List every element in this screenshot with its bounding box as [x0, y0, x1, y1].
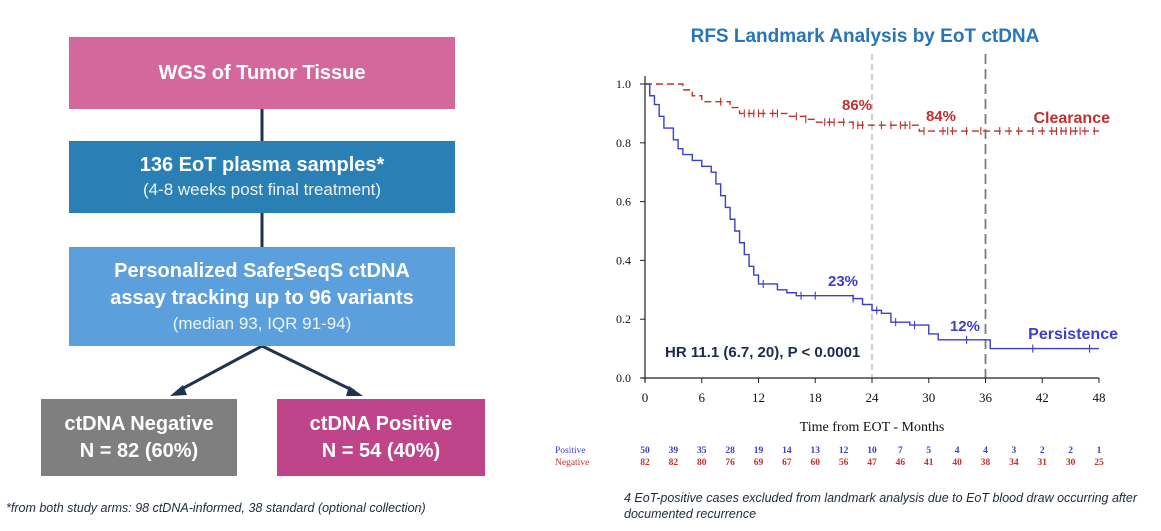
- x-tick-label: 48: [1093, 390, 1106, 405]
- risk-cell: 80: [697, 458, 707, 468]
- x-tick-label: 0: [642, 390, 649, 405]
- x-tick-label: 18: [809, 390, 822, 405]
- km-series: [645, 83, 1099, 353]
- risk-cell: 34: [1009, 458, 1019, 468]
- risk-cell: 2: [1068, 446, 1073, 456]
- assay-line2: assay tracking up to 96 variants: [110, 286, 414, 309]
- risk-cell: 38: [981, 458, 991, 468]
- series-line-persistence: [645, 83, 1099, 350]
- positive-title: ctDNA Positive: [309, 412, 453, 435]
- risk-cell: 46: [896, 458, 906, 468]
- risk-cell: 69: [754, 458, 764, 468]
- y-tick-label: 0.0: [616, 371, 631, 385]
- x-tick-label: 30: [922, 390, 935, 405]
- risk-cell: 14: [782, 446, 792, 456]
- risk-cell: 40: [952, 458, 962, 468]
- km-landmark-lines: [871, 54, 987, 378]
- risk-cell: 12: [839, 446, 849, 456]
- risk-cell: 76: [725, 458, 735, 468]
- risk-row-label-negative: Negative: [555, 458, 589, 468]
- risk-cell: 30: [1066, 458, 1076, 468]
- risk-cell: 5: [926, 446, 931, 456]
- chart-footnote: 4 EoT-positive cases excluded from landm…: [624, 491, 1137, 521]
- risk-cell: 7: [898, 446, 903, 456]
- risk-cell: 1: [1097, 446, 1102, 456]
- risk-table: Positive 50 39 35 28 19 14 13 12 10 7 5 4 4 3 2 2 1 Negati…: [555, 446, 1104, 468]
- negative-count: N = 82 (60%): [79, 439, 199, 462]
- arrow-to-negative: [177, 344, 263, 393]
- annotation-persistence-24: 23%: [828, 273, 858, 290]
- legend-clearance: Clearance: [1034, 110, 1111, 127]
- risk-cell: 10: [867, 446, 877, 456]
- assay-box: Personalized SaferSeqS ctDNA assay track…: [69, 247, 455, 346]
- risk-cell: 4: [983, 446, 988, 456]
- annotation-clearance-36: 84%: [926, 108, 956, 125]
- risk-cell: 60: [811, 458, 821, 468]
- arrowhead-negative: [170, 385, 187, 396]
- series-line-clearance: [645, 83, 1099, 132]
- km-axes: 0.0 0.2 0.4 0.6 0.8 1.0 0 6 12 18 24 30 36 42 48 Time f…: [616, 76, 1106, 435]
- y-tick-label: 0.4: [616, 253, 631, 267]
- risk-cell: 28: [725, 446, 735, 456]
- risk-cell: 47: [867, 458, 877, 468]
- annotation-persistence-36: 12%: [950, 318, 980, 335]
- risk-cell: 25: [1094, 458, 1104, 468]
- x-tick-label: 12: [752, 390, 765, 405]
- y-tick-label: 0.8: [616, 136, 631, 150]
- wgs-box: WGS of Tumor Tissue: [69, 37, 455, 109]
- risk-cell: 2: [1040, 446, 1045, 456]
- wgs-title: WGS of Tumor Tissue: [158, 62, 366, 84]
- y-tick-label: 0.6: [616, 195, 631, 209]
- eot-title: 136 EoT plasma samples*: [139, 154, 385, 176]
- legend-persistence: Persistence: [1028, 326, 1118, 343]
- risk-cell: 35: [697, 446, 707, 456]
- x-tick-label: 36: [979, 390, 993, 405]
- eot-samples-box: 136 EoT plasma samples* (4-8 weeks post …: [69, 141, 455, 213]
- x-axis-label: Time from EOT - Months: [800, 420, 945, 435]
- risk-cell: 39: [669, 446, 679, 456]
- risk-cell: 82: [669, 458, 679, 468]
- positive-count: N = 54 (40%): [321, 439, 441, 462]
- risk-cell: 56: [839, 458, 849, 468]
- risk-cell: 50: [640, 446, 650, 456]
- ctdna-positive-box: ctDNA Positive N = 54 (40%): [277, 399, 485, 476]
- y-tick-label: 0.2: [616, 312, 631, 326]
- risk-cell: 3: [1012, 446, 1017, 456]
- risk-cell: 19: [754, 446, 764, 456]
- risk-cell: 4: [955, 446, 960, 456]
- ctdna-negative-box: ctDNA Negative N = 82 (60%): [41, 399, 237, 476]
- arrow-to-positive: [261, 344, 355, 393]
- annotation-clearance-24: 86%: [842, 97, 872, 114]
- risk-cell: 67: [782, 458, 792, 468]
- x-tick-label: 24: [866, 390, 880, 405]
- negative-title: ctDNA Negative: [64, 412, 214, 435]
- risk-cell: 82: [640, 458, 650, 468]
- risk-cell: 41: [924, 458, 934, 468]
- flow-connectors: [170, 109, 363, 396]
- km-annotations: 86% 84% 23% 12% Clearance Persistence HR 11.1 …: [665, 97, 1118, 361]
- diagram-footnote: *from both study arms: 98 ctDNA-informed…: [6, 501, 426, 515]
- assay-line1: Personalized SaferSeqS ctDNA: [114, 259, 410, 282]
- x-tick-label: 6: [699, 390, 706, 405]
- risk-cell: 31: [1038, 458, 1048, 468]
- hazard-ratio-label: HR 11.1 (6.7, 20), P < 0.0001: [665, 344, 860, 361]
- chart-title: RFS Landmark Analysis by EoT ctDNA: [690, 26, 1040, 47]
- arrowhead-positive: [346, 386, 363, 396]
- y-tick-label: 1.0: [616, 77, 631, 91]
- eot-subtitle: (4-8 weeks post final treatment): [142, 180, 382, 199]
- risk-row-label-positive: Positive: [555, 446, 586, 456]
- risk-cell: 13: [811, 446, 821, 456]
- x-tick-label: 42: [1036, 390, 1049, 405]
- assay-subtitle: (median 93, IQR 91-94): [172, 313, 352, 333]
